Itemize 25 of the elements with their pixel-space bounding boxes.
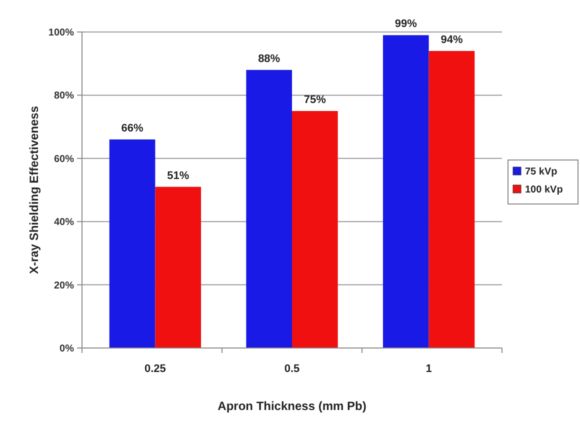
y-tick-label: 20%	[54, 280, 74, 292]
bar	[428, 50, 475, 348]
data-label: 88%	[258, 52, 280, 65]
y-tick-label: 0%	[60, 344, 74, 354]
x-tick-label: 0.25	[144, 363, 166, 375]
bar	[292, 111, 338, 348]
bar	[246, 70, 292, 348]
x-axis-title: Apron Thickness (mm Pb)	[218, 399, 366, 413]
y-axis-title: X-ray Shielding Effectiveness	[27, 106, 41, 274]
bar	[109, 139, 156, 348]
data-label: 51%	[167, 170, 190, 182]
x-tick-label: 0.5	[284, 363, 300, 375]
data-label: 94%	[440, 34, 463, 46]
data-label: 75%	[304, 94, 326, 106]
y-tick-label: 80%	[54, 90, 74, 102]
bar	[155, 186, 202, 348]
data-label: 99%	[394, 18, 418, 30]
data-label: 66%	[121, 122, 144, 134]
y-tick-label: 100%	[48, 28, 74, 38]
x-tick-label: 1	[426, 363, 432, 375]
y-tick-label: 60%	[54, 154, 74, 165]
bar	[382, 35, 429, 348]
legend-label: 100 kVp	[525, 184, 563, 196]
legend-label: 75 kVp	[525, 166, 558, 178]
y-tick-label: 40%	[54, 217, 74, 228]
